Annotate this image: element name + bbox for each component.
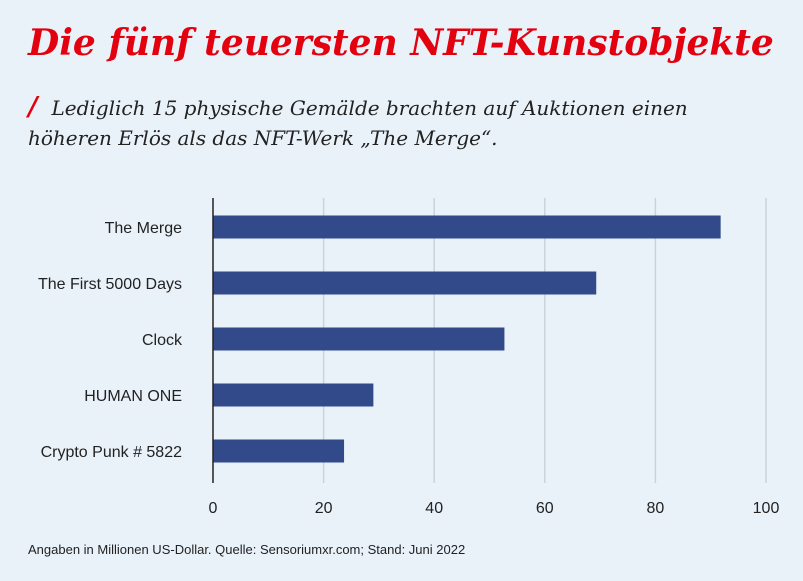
subtitle-slash-marker: / (28, 92, 38, 122)
category-labels: The Merge The First 5000 Days Clock HUMAN O… (38, 220, 183, 461)
category-label: The Merge (105, 220, 182, 237)
subtitle-text: Lediglich 15 physische Gemälde brachten … (28, 96, 688, 150)
bar (213, 327, 505, 351)
chart-title: Die fünf teuersten NFT-Kunstobjekte (28, 22, 774, 64)
bar (213, 383, 374, 407)
chart-subtitle: / Lediglich 15 physische Gemälde brachten… (28, 92, 758, 153)
x-tick-label: 20 (315, 500, 333, 517)
x-tick-label: 0 (209, 500, 218, 517)
bars (213, 215, 721, 463)
category-label: HUMAN ONE (84, 388, 182, 405)
bar (213, 439, 345, 463)
x-tick-label: 80 (647, 500, 665, 517)
source-footnote: Angaben in Millionen US-Dollar. Quelle: … (28, 542, 466, 557)
x-tick-label: 100 (753, 500, 780, 517)
category-label: Crypto Punk # 5822 (41, 444, 183, 461)
bar (213, 215, 721, 239)
category-label: The First 5000 Days (38, 276, 182, 293)
bar (213, 271, 597, 295)
x-tick-labels: 0 20 40 60 80 100 (209, 500, 780, 517)
x-tick-label: 60 (536, 500, 554, 517)
x-tick-label: 40 (425, 500, 443, 517)
category-label: Clock (142, 332, 183, 349)
